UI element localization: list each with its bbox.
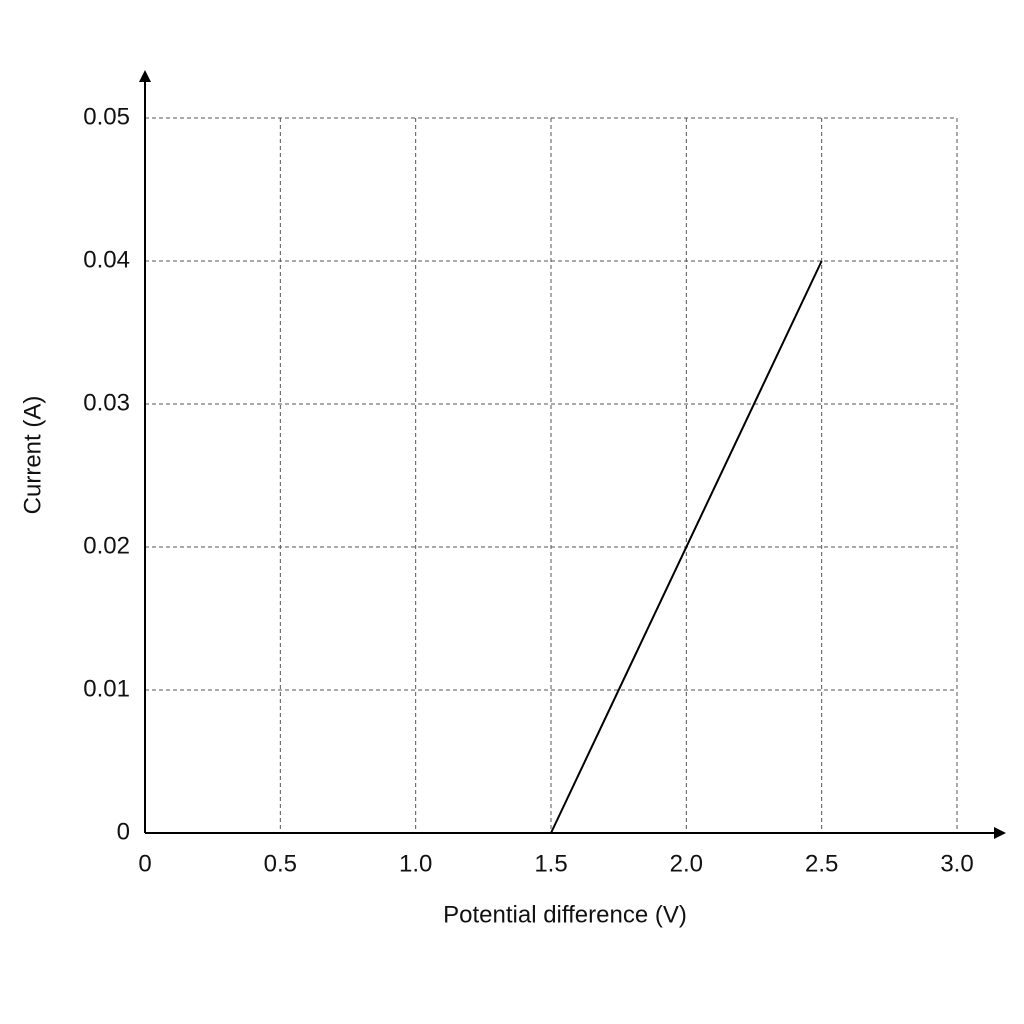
x-tick-label: 1.0 — [399, 850, 432, 877]
y-tick-label: 0.05 — [83, 103, 130, 130]
y-axis-label: Current (A) — [19, 396, 46, 515]
y-tick-label: 0.03 — [83, 389, 130, 416]
x-axis-label: Potential difference (V) — [443, 901, 687, 928]
x-tick-label: 0.5 — [264, 850, 297, 877]
y-tick-label: 0.02 — [83, 532, 130, 559]
y-axis-arrow — [139, 70, 151, 82]
x-tick-label: 1.5 — [534, 850, 567, 877]
x-tick-label: 3.0 — [940, 850, 973, 877]
x-axis-arrow — [994, 827, 1006, 839]
x-tick-label: 2.0 — [670, 850, 703, 877]
y-tick-label: 0 — [117, 818, 130, 845]
data-line — [550, 260, 823, 834]
y-tick-label: 0.01 — [83, 675, 130, 702]
x-tick-label: 2.5 — [805, 850, 838, 877]
y-tick-label: 0.04 — [83, 246, 130, 273]
x-tick-label: 0 — [138, 850, 151, 877]
